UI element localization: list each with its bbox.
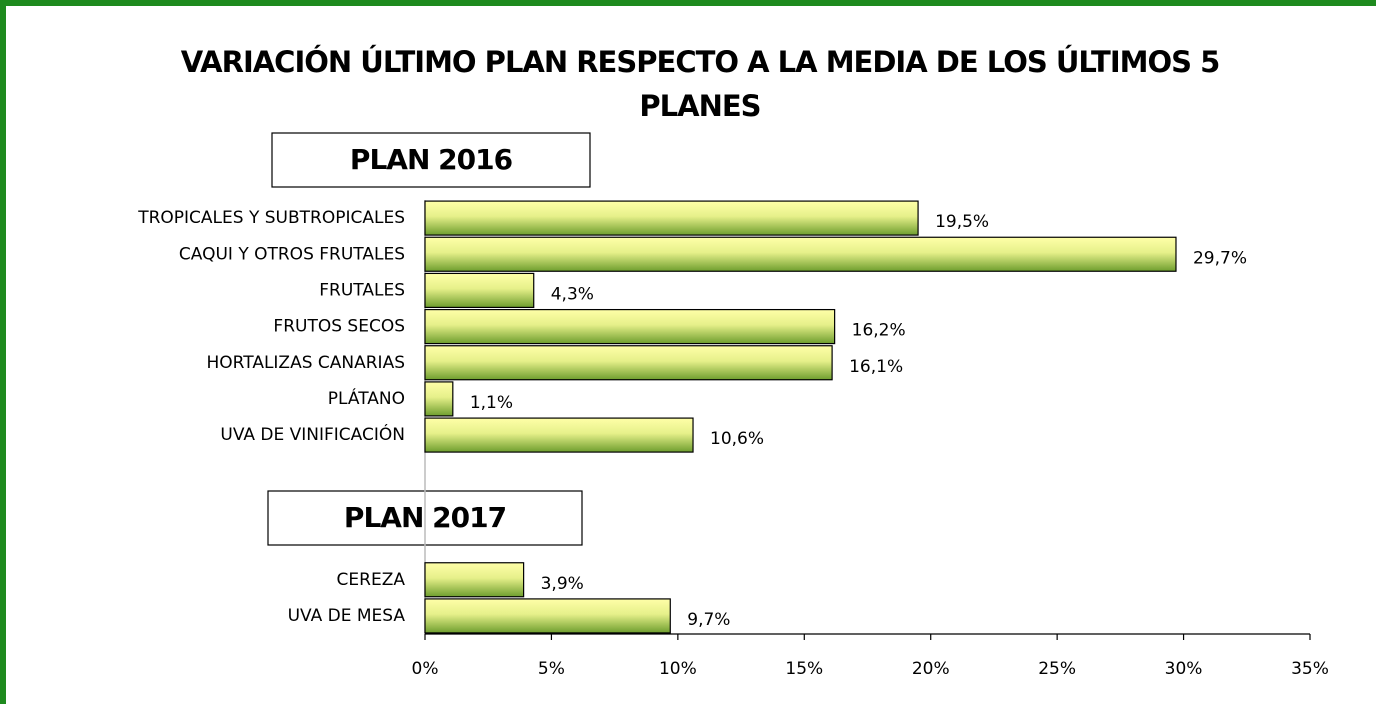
value-label: 10,6% (710, 429, 764, 449)
x-tick-label: 25% (1038, 659, 1076, 679)
x-tick-label: 15% (785, 659, 823, 679)
bar (424, 562, 525, 598)
x-tick-label: 0% (412, 659, 439, 679)
bar (424, 272, 535, 309)
chart-title: VARIACIÓN ÚLTIMO PLAN RESPECTO A LA MEDI… (180, 45, 1221, 123)
y-tick-label: TROPICALES Y SUBTROPICALES (137, 208, 405, 228)
value-label: 29,7% (1193, 248, 1247, 268)
y-tick-label: UVA DE MESA (288, 606, 406, 626)
bar (424, 417, 694, 453)
value-label: 16,1% (849, 357, 903, 377)
y-tick-label: PLÁTANO (328, 387, 405, 409)
x-tick-label: 35% (1291, 659, 1329, 679)
x-tick-label: 5% (538, 659, 565, 679)
bar (424, 236, 1177, 272)
bar (424, 308, 836, 345)
y-tick-label: HORTALIZAS CANARIAS (207, 353, 405, 373)
plan-box (271, 132, 591, 188)
y-tick-label: CEREZA (337, 570, 406, 590)
x-tick-label: 10% (659, 659, 697, 679)
y-tick-label: CAQUI Y OTROS FRUTALES (179, 244, 405, 264)
value-label: 3,9% (541, 574, 584, 594)
bar (424, 200, 919, 236)
x-tick-label: 20% (912, 659, 950, 679)
value-label: 19,5% (935, 212, 989, 232)
bar (424, 598, 671, 634)
y-tick-label: FRUTOS SECOS (273, 317, 405, 337)
bar (424, 345, 833, 381)
y-tick-label: UVA DE VINIFICACIÓN (220, 423, 405, 445)
value-label: 9,7% (687, 610, 730, 630)
plan-label: PLAN 2016 (350, 143, 512, 176)
value-label: 16,2% (852, 321, 906, 341)
y-tick-label: FRUTALES (319, 280, 405, 300)
value-label: 4,3% (551, 284, 594, 304)
value-label: 1,1% (470, 393, 513, 413)
x-tick-label: 30% (1165, 659, 1203, 679)
bar (424, 381, 454, 417)
